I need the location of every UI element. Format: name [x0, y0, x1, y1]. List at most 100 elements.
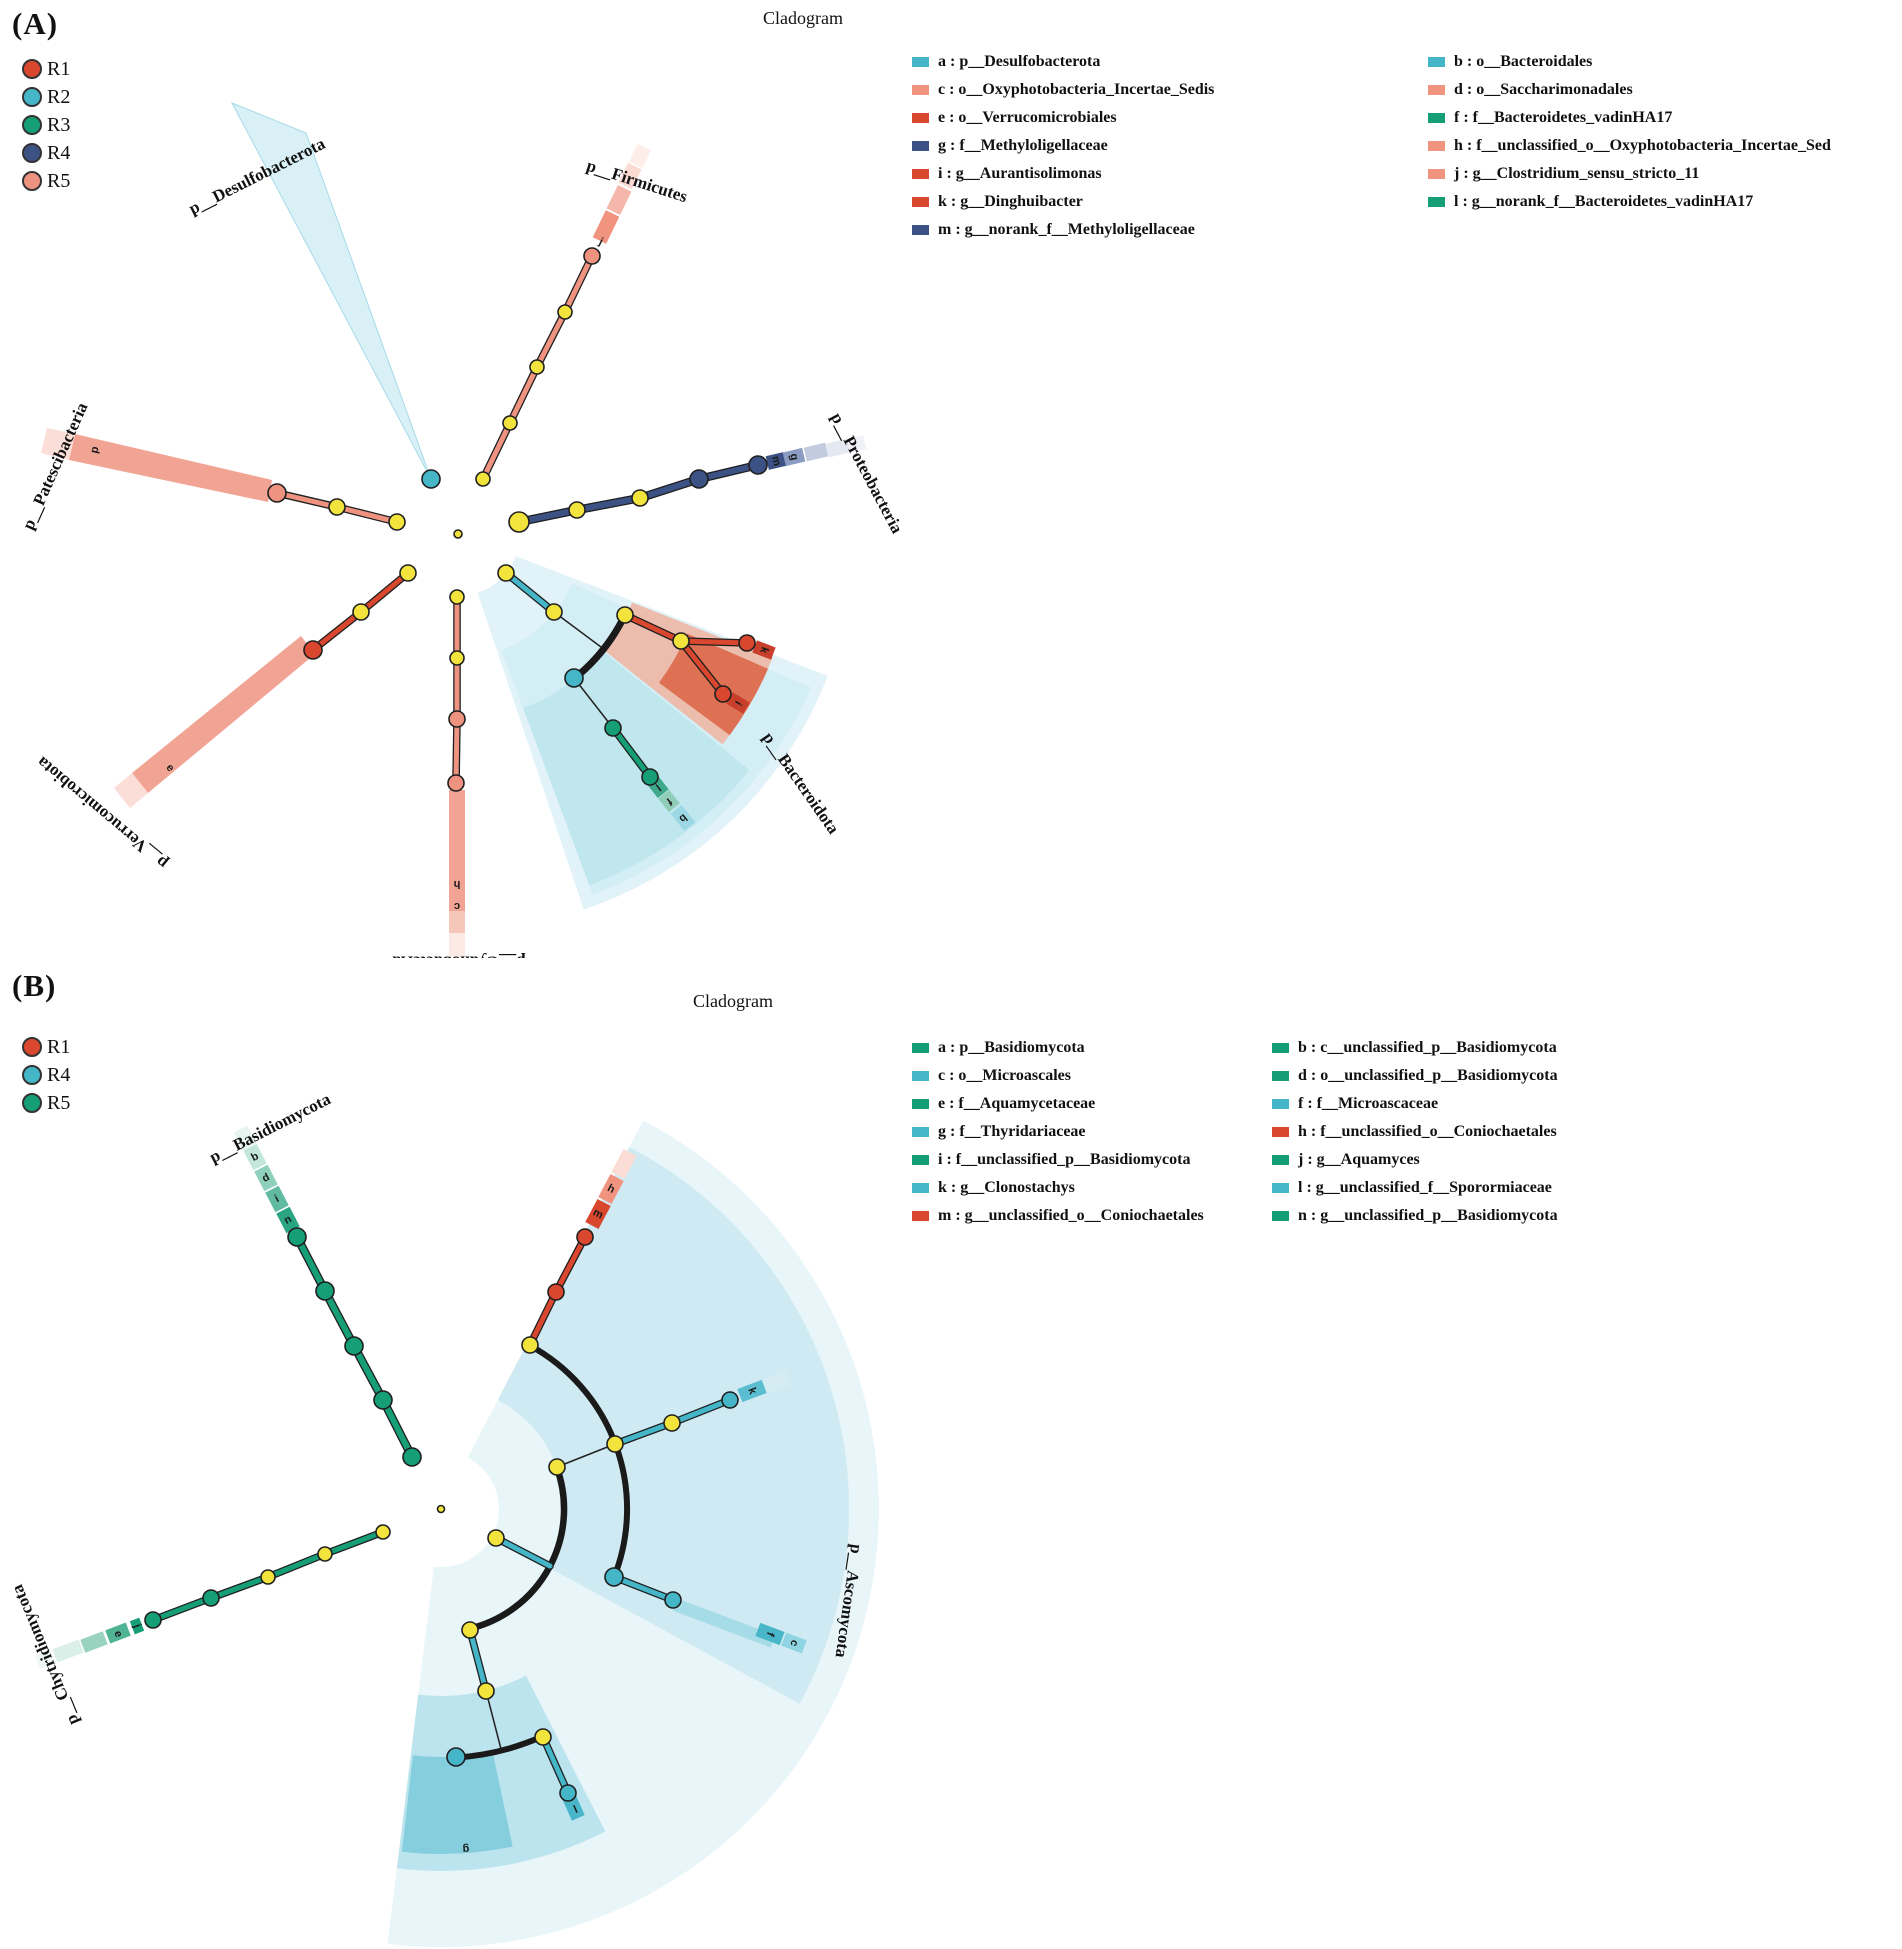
branch-edge	[358, 570, 411, 615]
taxon-node	[487, 1529, 505, 1547]
taxa-swatch-icon	[912, 169, 929, 179]
taxa-legend-item: e : o__Verrucomicrobiales	[912, 104, 1214, 132]
taxa-swatch-icon	[912, 57, 929, 67]
taxa-legend-item: l : g__unclassified_f__Sporormiaceae	[1272, 1174, 1558, 1202]
group-legend-item: R1	[22, 1033, 70, 1061]
group-legend-item: R1	[22, 55, 70, 83]
taxon-node	[547, 1283, 565, 1301]
branch-edge	[678, 638, 750, 646]
taxon-node	[557, 304, 573, 320]
taxon-band	[105, 1622, 131, 1644]
group-color-dot-icon	[22, 1093, 42, 1113]
taxon-node	[664, 1591, 682, 1609]
taxon-node	[672, 632, 690, 650]
branch-edge	[534, 309, 568, 370]
taxa-label: b : o__Bacteroidales	[1454, 53, 1593, 70]
group-color-dot-icon	[22, 1037, 42, 1057]
taxon-node	[548, 1458, 566, 1476]
taxon-node	[449, 589, 465, 605]
taxa-label: l : g__norank_f__Bacteroidetes_vadinHA17	[1454, 193, 1754, 210]
branch-edge	[334, 504, 400, 525]
taxon-band	[628, 143, 652, 169]
taxa-swatch-icon	[1428, 169, 1445, 179]
taxon-band	[847, 435, 867, 453]
taxa-swatch-icon	[1428, 113, 1445, 123]
group-color-dot-icon	[22, 115, 42, 135]
taxa-label: m : g__norank_f__Methyloligellaceae	[938, 221, 1195, 238]
taxon-node	[604, 719, 622, 737]
taxa-label: g : f__Methyloligellaceae	[938, 137, 1108, 154]
taxon-node	[446, 1747, 466, 1767]
taxa-legend-A-col1: a : p__Desulfobacterota c : o__Oxyphotoba…	[912, 48, 1214, 244]
taxon-band	[611, 1149, 637, 1179]
taxa-label: a : p__Basidiomycota	[938, 1039, 1085, 1056]
clade-wedge	[69, 434, 272, 502]
branch-edge	[527, 1289, 559, 1348]
branch-edge	[678, 638, 726, 697]
taxon-node	[373, 1390, 393, 1410]
branch-edge	[553, 611, 602, 648]
taxon-band	[449, 790, 465, 912]
taxon-node	[448, 710, 466, 728]
taxon-node	[663, 1414, 681, 1432]
branch-edge	[485, 1690, 502, 1750]
taxon-node	[576, 1228, 594, 1246]
taxon-band	[598, 1174, 624, 1204]
taxa-legend-item: f : f__Bacteroidetes_vadinHA17	[1428, 104, 1831, 132]
branch-edge	[553, 1234, 588, 1295]
phylum-label: p__Cyanobacteria	[392, 953, 526, 959]
taxon-node	[317, 1546, 333, 1562]
branch-edge	[637, 476, 702, 501]
taxa-label: m : g__unclassified_o__Coniochaetales	[938, 1207, 1204, 1224]
taxon-node	[631, 489, 649, 507]
taxa-label: h : f__unclassified_o__Oxyphotobacteria_…	[1454, 137, 1831, 154]
taxon-band	[618, 162, 642, 190]
taxon-node	[402, 1447, 422, 1467]
phylum-label: p__Basidiomycota	[206, 1089, 334, 1167]
taxon-node	[521, 1336, 539, 1354]
taxon-letter: g	[462, 1843, 469, 1855]
taxa-swatch-icon	[912, 1099, 929, 1109]
branch-edge	[208, 1574, 271, 1601]
taxon-node	[447, 774, 465, 792]
taxon-band	[592, 210, 620, 244]
taxon-letter: k	[745, 1386, 759, 1397]
branch-edge	[150, 1595, 214, 1623]
taxon-letter: i	[273, 1193, 281, 1205]
taxa-swatch-icon	[1428, 197, 1445, 207]
branch-edge	[610, 725, 653, 780]
taxa-legend-item: h : f__unclassified_o__Oxyphotobacteria_…	[1428, 132, 1831, 160]
panel-a-title: Cladogram	[763, 8, 843, 28]
taxon-node	[375, 1524, 391, 1540]
taxa-legend-item: d : o__Saccharimonadales	[1428, 76, 1831, 104]
taxon-node	[315, 1281, 335, 1301]
taxon-node	[534, 1728, 552, 1746]
taxon-node	[202, 1589, 220, 1607]
taxon-letter: i	[732, 699, 744, 708]
branch-edge	[480, 420, 513, 482]
taxa-legend-item: k : g__Clonostachys	[912, 1174, 1204, 1202]
taxon-band	[585, 1199, 611, 1229]
taxon-band	[80, 1631, 108, 1653]
taxon-node	[344, 1336, 364, 1356]
taxon-node	[689, 469, 709, 489]
group-label: R5	[47, 1091, 71, 1114]
branch-edge	[622, 612, 684, 644]
branch-edge	[380, 1397, 415, 1460]
taxon-band	[35, 1649, 55, 1669]
taxa-label: l : g__unclassified_f__Sporormiaceae	[1298, 1179, 1552, 1196]
branch-edge	[669, 1397, 733, 1426]
taxon-node	[529, 359, 545, 375]
taxa-swatch-icon	[912, 1043, 929, 1053]
group-legend-A: R1 R2 R3 R4 R5	[22, 55, 70, 195]
taxa-legend-B-col2: b : c__unclassified_p__Basidiomycota d : …	[1272, 1034, 1558, 1230]
taxon-band	[276, 1206, 300, 1234]
taxon-node	[545, 603, 563, 621]
branch-edge	[612, 1420, 675, 1447]
taxon-band	[449, 933, 465, 957]
panel-b-letter: (B)	[12, 968, 57, 1003]
group-legend-B: R1 R4 R5	[22, 1033, 70, 1117]
taxa-swatch-icon	[1428, 141, 1445, 151]
